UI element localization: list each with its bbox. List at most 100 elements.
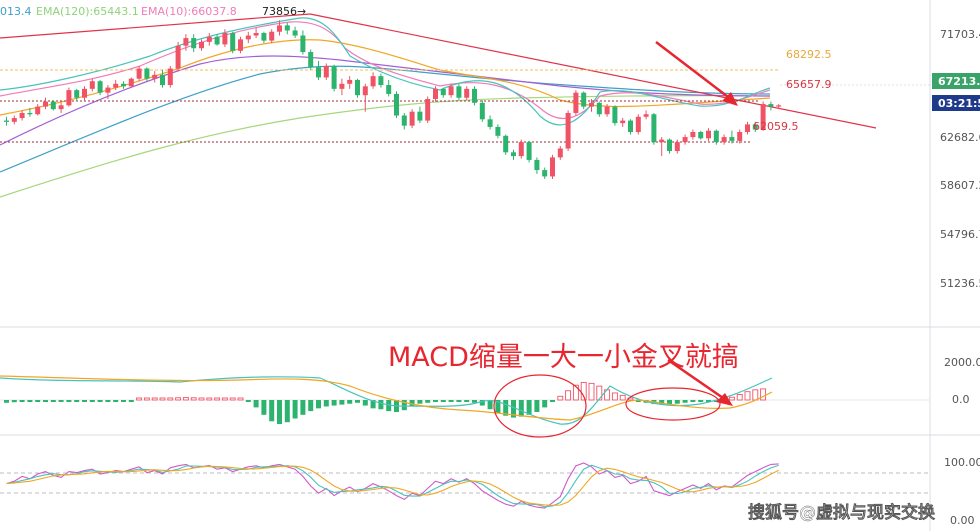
candle-body[interactable] — [245, 35, 251, 40]
candle-body[interactable] — [35, 106, 41, 115]
candle-body[interactable] — [659, 139, 665, 143]
candle-body[interactable] — [721, 137, 727, 143]
candle-body[interactable] — [417, 111, 423, 121]
candle-body[interactable] — [66, 90, 72, 106]
candle-body[interactable] — [19, 112, 25, 119]
candle-body[interactable] — [277, 25, 282, 32]
candle-body[interactable] — [698, 132, 704, 139]
candle-body[interactable] — [612, 106, 618, 124]
candle-body[interactable] — [635, 116, 641, 132]
candle-body[interactable] — [425, 99, 431, 121]
candle-body[interactable] — [628, 120, 633, 132]
candle-body[interactable] — [589, 102, 594, 107]
candle-body[interactable] — [752, 124, 758, 130]
candle-body[interactable] — [253, 33, 259, 36]
candle-body[interactable] — [284, 25, 290, 31]
candle-body[interactable] — [11, 118, 17, 122]
candle-body[interactable] — [167, 68, 173, 86]
candle-body[interactable] — [370, 76, 376, 87]
candle-body[interactable] — [604, 106, 610, 115]
candle-body[interactable] — [394, 93, 399, 116]
candle-body[interactable] — [674, 142, 680, 152]
candle-body[interactable] — [199, 41, 204, 49]
candle-body[interactable] — [43, 101, 48, 107]
candle-body[interactable] — [448, 86, 454, 96]
candle-body[interactable] — [175, 45, 181, 69]
candle-body[interactable] — [433, 88, 438, 99]
candle-body[interactable] — [745, 124, 750, 132]
candle-body[interactable] — [534, 159, 540, 171]
candle-body[interactable] — [323, 66, 329, 78]
candle-body[interactable] — [214, 36, 220, 45]
candle-body[interactable] — [183, 38, 189, 46]
candle-body[interactable] — [58, 105, 64, 110]
candle-body[interactable] — [160, 74, 165, 86]
candle-body[interactable] — [121, 83, 126, 87]
candle-body[interactable] — [206, 36, 212, 42]
candle-body[interactable] — [667, 139, 672, 152]
candle-body[interactable] — [401, 115, 407, 126]
candle-body[interactable] — [105, 87, 111, 93]
candle-body[interactable] — [355, 79, 360, 96]
candle-body[interactable] — [573, 92, 579, 113]
candle-body[interactable] — [339, 83, 345, 89]
candle-body[interactable] — [386, 85, 392, 94]
candle-body[interactable] — [331, 66, 337, 89]
candle-body[interactable] — [300, 35, 306, 53]
candle-body[interactable] — [596, 102, 602, 115]
candle-body[interactable] — [651, 114, 657, 143]
candle-body[interactable] — [440, 88, 446, 96]
candle-body[interactable] — [238, 39, 243, 51]
candle-body[interactable] — [222, 33, 228, 45]
candle-body[interactable] — [557, 148, 563, 158]
candle-body[interactable] — [472, 88, 477, 103]
candle-body[interactable] — [760, 104, 766, 130]
candle-body[interactable] — [487, 119, 493, 127]
candle-body[interactable] — [97, 81, 103, 93]
candle-body[interactable] — [479, 102, 485, 120]
candle-body[interactable] — [643, 114, 649, 117]
candle-body[interactable] — [82, 88, 87, 98]
candle-body[interactable] — [308, 52, 314, 68]
candle-body[interactable] — [136, 68, 142, 79]
candle-body[interactable] — [347, 79, 353, 84]
candle-body[interactable] — [550, 157, 555, 177]
candle-body[interactable] — [378, 76, 384, 86]
candle-body[interactable] — [409, 111, 415, 126]
candle-body[interactable] — [768, 104, 774, 107]
candle-body[interactable] — [89, 81, 95, 89]
candle-body[interactable] — [706, 130, 711, 139]
candle-body[interactable] — [152, 74, 158, 79]
candle-body[interactable] — [495, 126, 501, 136]
candle-body[interactable] — [128, 78, 134, 87]
candle-body[interactable] — [737, 132, 743, 141]
candle-body[interactable] — [542, 170, 548, 177]
candle-body[interactable] — [464, 88, 470, 98]
candle-body[interactable] — [113, 83, 119, 88]
candle-body[interactable] — [230, 33, 236, 51]
candle-body[interactable] — [729, 137, 735, 141]
candle-body[interactable] — [261, 33, 267, 41]
candle-body[interactable] — [518, 142, 524, 157]
candle-body[interactable] — [74, 90, 80, 98]
candle-body[interactable] — [526, 142, 532, 160]
candle-body[interactable] — [690, 132, 696, 138]
candle-body[interactable] — [713, 130, 719, 143]
candle-body[interactable] — [4, 120, 9, 122]
candle-body[interactable] — [316, 67, 321, 78]
candle-body[interactable] — [503, 135, 509, 153]
candle-body[interactable] — [50, 101, 56, 110]
candle-body[interactable] — [565, 112, 571, 149]
candle-body[interactable] — [620, 120, 626, 124]
candle-body[interactable] — [269, 31, 275, 41]
candle-body[interactable] — [27, 112, 33, 115]
candle-body[interactable] — [511, 152, 516, 157]
candle-body[interactable] — [144, 68, 150, 79]
candle-body[interactable] — [456, 86, 462, 98]
candle-body[interactable] — [191, 38, 197, 49]
candle-body[interactable] — [581, 92, 587, 107]
candle-body[interactable] — [776, 105, 782, 107]
candle-body[interactable] — [292, 30, 298, 36]
candle-body[interactable] — [362, 86, 368, 96]
